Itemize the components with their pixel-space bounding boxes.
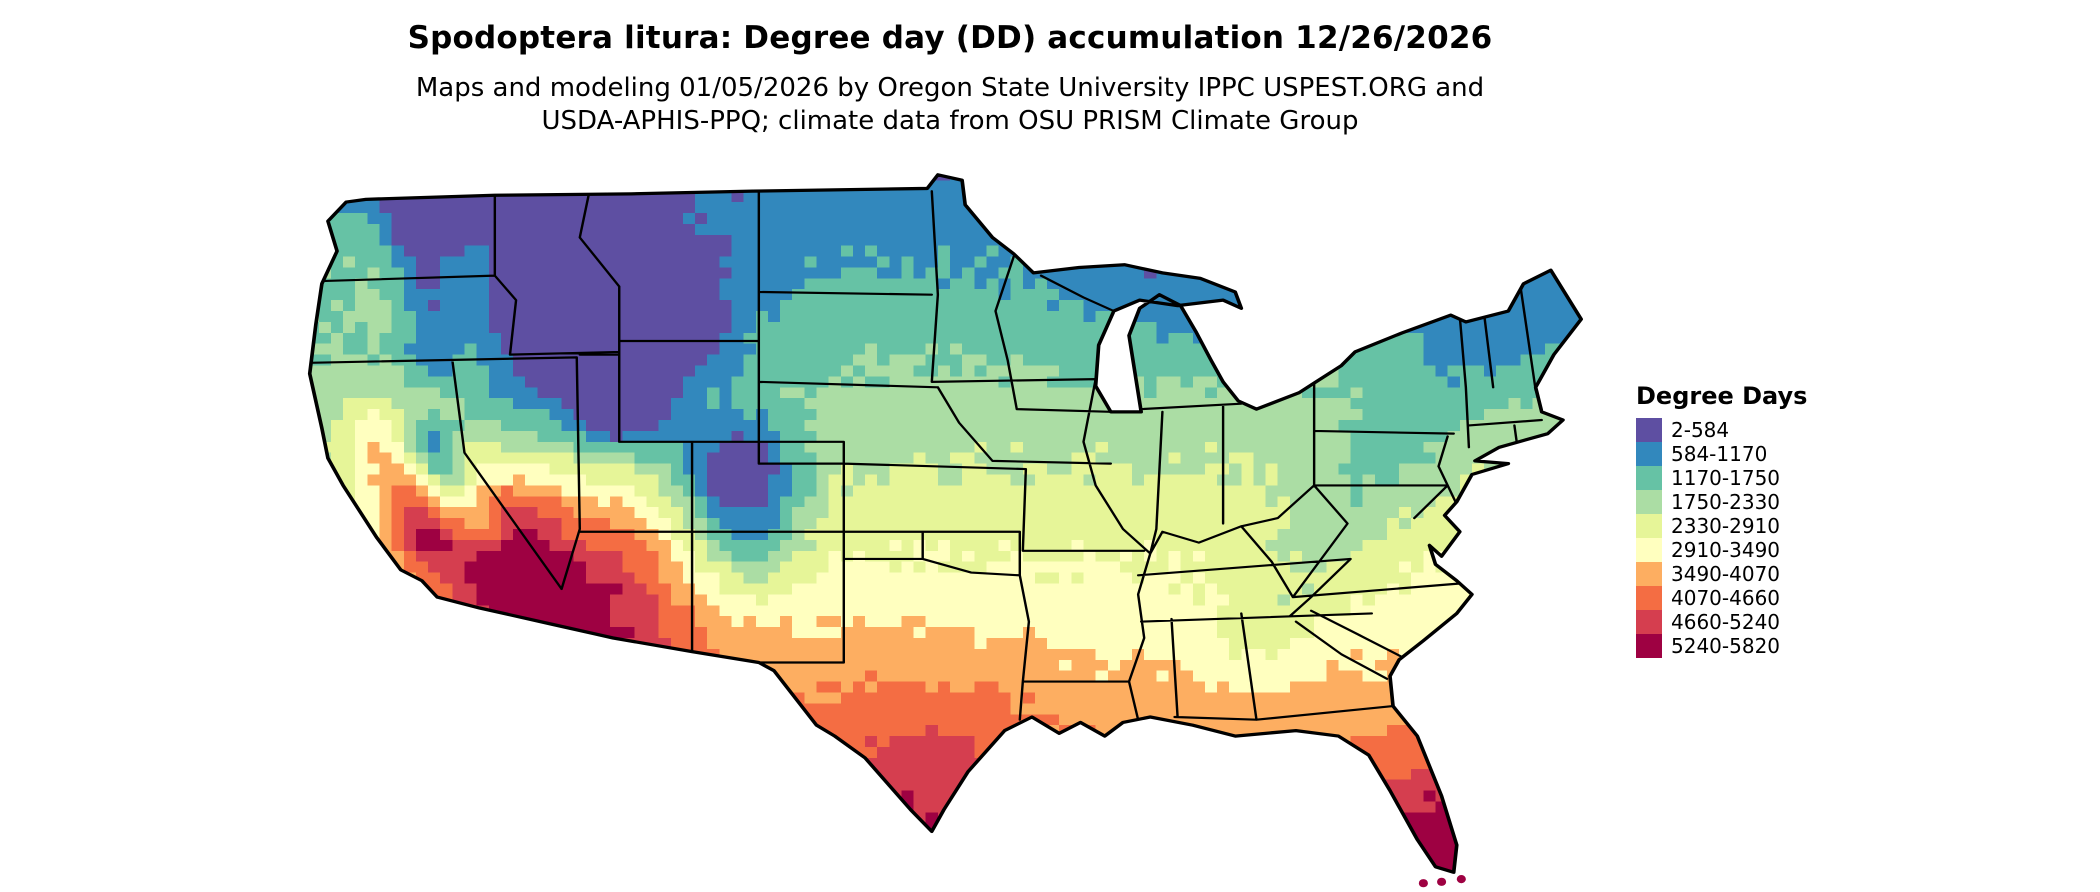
legend-item-label: 2-584	[1671, 418, 1730, 442]
legend-item: 2330-2910	[1636, 514, 1807, 538]
page-title: Spodoptera litura: Degree day (DD) accum…	[407, 20, 1493, 56]
legend-color-swatch	[1636, 610, 1662, 634]
legend-item: 5240-5820	[1636, 634, 1807, 658]
us-outline	[307, 173, 1583, 874]
legend-color-swatch	[1636, 634, 1662, 658]
degree-day-raster	[309, 174, 1582, 873]
legend-item-label: 5240-5820	[1671, 634, 1781, 658]
raster-bin-4	[309, 398, 1582, 660]
raster-bin-2	[309, 202, 1582, 562]
legend-color-swatch	[1636, 538, 1662, 562]
raster-bin-3	[309, 256, 1582, 606]
legend-item: 2910-3490	[1636, 538, 1807, 562]
florida-keys-dots	[1418, 875, 1466, 888]
legend-item-label: 4660-5240	[1671, 610, 1781, 634]
legend-item-label: 2330-2910	[1671, 514, 1781, 538]
legend-item-label: 2910-3490	[1671, 538, 1781, 562]
map-svg	[307, 173, 1583, 888]
legend-color-swatch	[1636, 466, 1662, 490]
legend-color-swatch	[1636, 514, 1662, 538]
us-degree-day-map	[290, 168, 1610, 890]
legend: Degree Days 2-584 584-1170 1170-1750 1750-2…	[1636, 382, 1807, 658]
legend-item-label: 584-1170	[1671, 442, 1768, 466]
raster-bin-8	[309, 507, 1582, 873]
legend-item: 1750-2330	[1636, 490, 1807, 514]
florida-keys-dot	[1456, 875, 1466, 884]
raster-bin-5	[309, 409, 1582, 693]
legend-item: 584-1170	[1636, 442, 1807, 466]
florida-keys-dot	[1418, 879, 1428, 888]
legend-color-swatch	[1636, 586, 1662, 610]
legend-item: 2-584	[1636, 418, 1807, 442]
legend-color-swatch	[1636, 490, 1662, 514]
legend-color-swatch	[1636, 562, 1662, 586]
legend-item: 4070-4660	[1636, 586, 1807, 610]
legend-item-label: 1750-2330	[1671, 490, 1781, 514]
raster-bin-0	[379, 174, 1582, 508]
map-subtitle: Maps and modeling 01/05/2026 by Oregon S…	[0, 72, 1900, 138]
raster-bin-6	[309, 441, 1582, 780]
state-borders	[309, 190, 1543, 721]
legend-item: 1170-1750	[1636, 466, 1807, 490]
header: Spodoptera litura: Degree day (DD) accum…	[0, 20, 1900, 138]
legend-title: Degree Days	[1636, 382, 1808, 410]
legend-item: 3490-4070	[1636, 562, 1807, 586]
subtitle-line-2: USDA-APHIS-PPQ; climate data from OSU PR…	[541, 106, 1359, 136]
legend-items: 2-584 584-1170 1170-1750 1750-2330 2330-2910…	[1636, 418, 1807, 658]
legend-color-swatch	[1636, 442, 1662, 466]
legend-item-label: 4070-4660	[1671, 586, 1781, 610]
florida-keys-dot	[1437, 877, 1447, 886]
legend-color-swatch	[1636, 418, 1662, 442]
legend-item-label: 1170-1750	[1671, 466, 1781, 490]
legend-item-label: 3490-4070	[1671, 562, 1781, 586]
subtitle-line-1: Maps and modeling 01/05/2026 by Oregon S…	[415, 73, 1485, 103]
legend-item: 4660-5240	[1636, 610, 1807, 634]
